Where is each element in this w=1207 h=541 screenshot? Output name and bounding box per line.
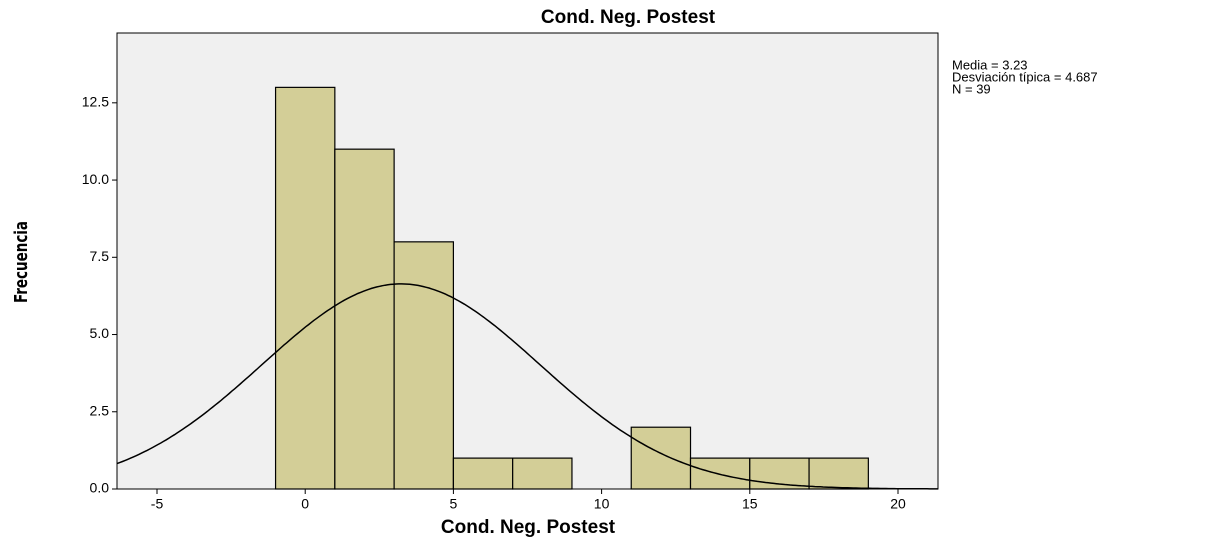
stats-label: Media = 3.23 [952, 57, 1028, 72]
y-tick-label: 2.5 [90, 402, 110, 418]
y-tick-label: 5.0 [90, 325, 110, 341]
bar [630, 426, 692, 490]
y-axis-label: Frecuencia [11, 221, 32, 303]
x-tick-label: -5 [151, 496, 164, 512]
x-tick-label: 20 [890, 496, 906, 512]
bar [808, 457, 869, 490]
bar [512, 457, 573, 490]
y-tick-label: 7.5 [90, 248, 110, 264]
x-axis-label: Cond. Neg. Postest [441, 517, 616, 538]
stats-label: N = 39 [952, 81, 991, 96]
plot-area [116, 32, 939, 490]
x-tick-label: 5 [450, 496, 458, 512]
bar [274, 86, 336, 490]
bar [452, 457, 514, 490]
x-tick-label: 10 [594, 496, 610, 512]
stats-label: Desviación típica = 4.687 [952, 69, 1098, 84]
y-tick-label: 0.0 [90, 480, 110, 496]
y-tick-label: 10.0 [82, 171, 109, 187]
bar [393, 241, 455, 490]
y-tick-label: 12.5 [82, 94, 109, 110]
x-tick-label: 0 [301, 496, 309, 512]
bar [334, 148, 395, 490]
x-tick-label: 15 [742, 496, 758, 512]
chart-title: Cond. Neg. Postest [541, 7, 716, 28]
normal-curve [116, 283, 938, 490]
bar [689, 457, 751, 490]
